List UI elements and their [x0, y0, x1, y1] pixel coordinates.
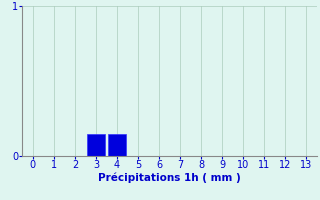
Bar	[86, 134, 106, 156]
X-axis label: Précipitations 1h ( mm ): Précipitations 1h ( mm )	[98, 173, 241, 183]
Bar	[108, 134, 126, 156]
